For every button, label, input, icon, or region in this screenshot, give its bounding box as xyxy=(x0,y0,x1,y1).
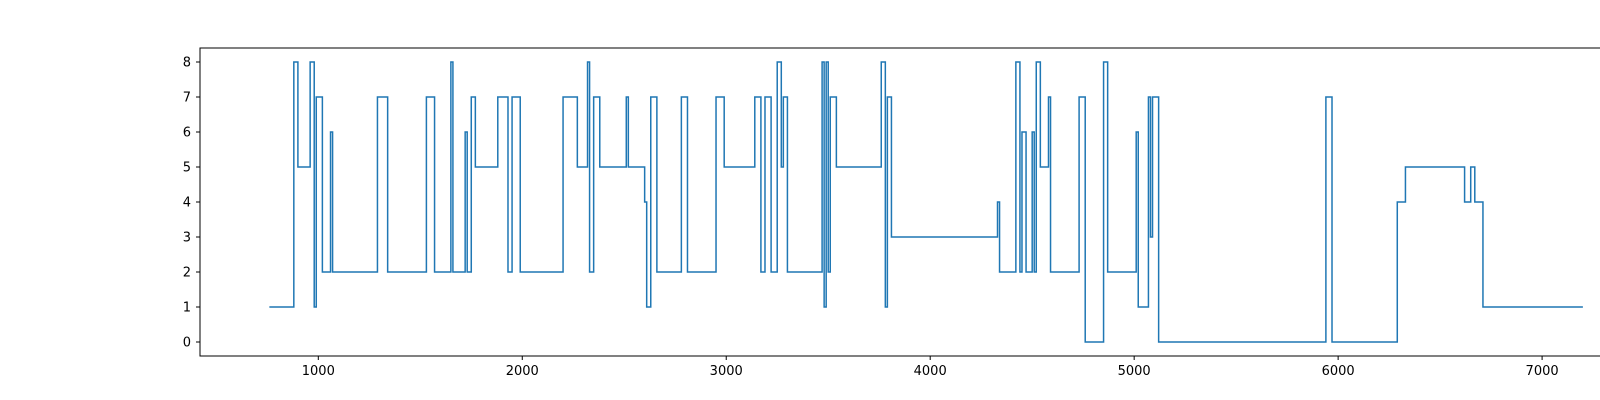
y-tick-label: 5 xyxy=(183,161,191,176)
y-tick-label: 3 xyxy=(183,231,191,246)
y-axis: 0 1 2 3 4 5 6 7 8 xyxy=(183,56,200,351)
y-tick-label: 1 xyxy=(183,301,191,316)
x-tick-label: 4000 xyxy=(914,364,947,379)
y-tick-label: 7 xyxy=(183,91,191,106)
y-tick-label: 2 xyxy=(183,266,191,281)
y-tick-label: 6 xyxy=(183,126,191,141)
x-tick-label: 2000 xyxy=(506,364,539,379)
plot-frame xyxy=(199,47,1600,357)
x-tick-label: 5000 xyxy=(1118,364,1151,379)
x-tick-label: 3000 xyxy=(710,364,743,379)
series-line xyxy=(269,61,1583,343)
y-tick-label: 0 xyxy=(183,336,191,351)
x-tick-label: 6000 xyxy=(1322,364,1355,379)
x-tick-label: 7000 xyxy=(1526,364,1559,379)
y-tick-label: 4 xyxy=(183,196,191,211)
y-tick-label: 8 xyxy=(183,56,191,71)
x-tick-label: 1000 xyxy=(302,364,335,379)
plot-area xyxy=(269,61,1583,343)
x-axis: 1000 2000 3000 4000 5000 6000 7000 xyxy=(302,356,1559,379)
